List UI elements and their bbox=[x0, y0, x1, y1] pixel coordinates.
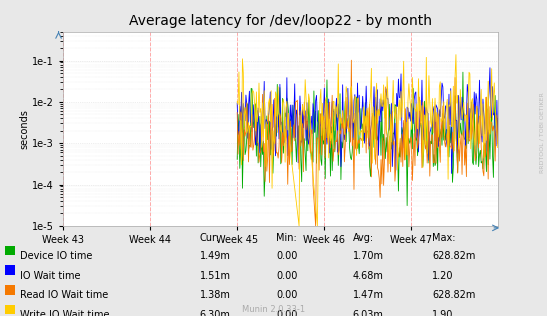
Text: Munin 2.0.33-1: Munin 2.0.33-1 bbox=[242, 306, 305, 314]
Text: 628.82m: 628.82m bbox=[432, 251, 475, 261]
Text: 1.47m: 1.47m bbox=[353, 290, 384, 301]
Text: 1.90: 1.90 bbox=[432, 310, 453, 316]
Title: Average latency for /dev/loop22 - by month: Average latency for /dev/loop22 - by mon… bbox=[129, 14, 432, 28]
Text: 0.00: 0.00 bbox=[276, 271, 298, 281]
Text: RRDTOOL / TOBI OETIKER: RRDTOOL / TOBI OETIKER bbox=[539, 92, 544, 173]
Y-axis label: seconds: seconds bbox=[19, 109, 29, 149]
Text: Write IO Wait time: Write IO Wait time bbox=[20, 310, 109, 316]
Text: 6.03m: 6.03m bbox=[353, 310, 383, 316]
Text: 1.51m: 1.51m bbox=[200, 271, 231, 281]
Text: 0.00: 0.00 bbox=[276, 290, 298, 301]
Text: Device IO time: Device IO time bbox=[20, 251, 92, 261]
Text: 1.20: 1.20 bbox=[432, 271, 453, 281]
Text: 0.00: 0.00 bbox=[276, 251, 298, 261]
Text: Cur:: Cur: bbox=[200, 233, 220, 243]
Text: 1.70m: 1.70m bbox=[353, 251, 384, 261]
Text: Min:: Min: bbox=[276, 233, 297, 243]
Text: Avg:: Avg: bbox=[353, 233, 374, 243]
Text: 628.82m: 628.82m bbox=[432, 290, 475, 301]
Text: 0.00: 0.00 bbox=[276, 310, 298, 316]
Text: 6.30m: 6.30m bbox=[200, 310, 230, 316]
Text: 1.38m: 1.38m bbox=[200, 290, 230, 301]
Text: 1.49m: 1.49m bbox=[200, 251, 230, 261]
Text: Max:: Max: bbox=[432, 233, 456, 243]
Text: IO Wait time: IO Wait time bbox=[20, 271, 80, 281]
Text: Read IO Wait time: Read IO Wait time bbox=[20, 290, 108, 301]
Text: 4.68m: 4.68m bbox=[353, 271, 383, 281]
